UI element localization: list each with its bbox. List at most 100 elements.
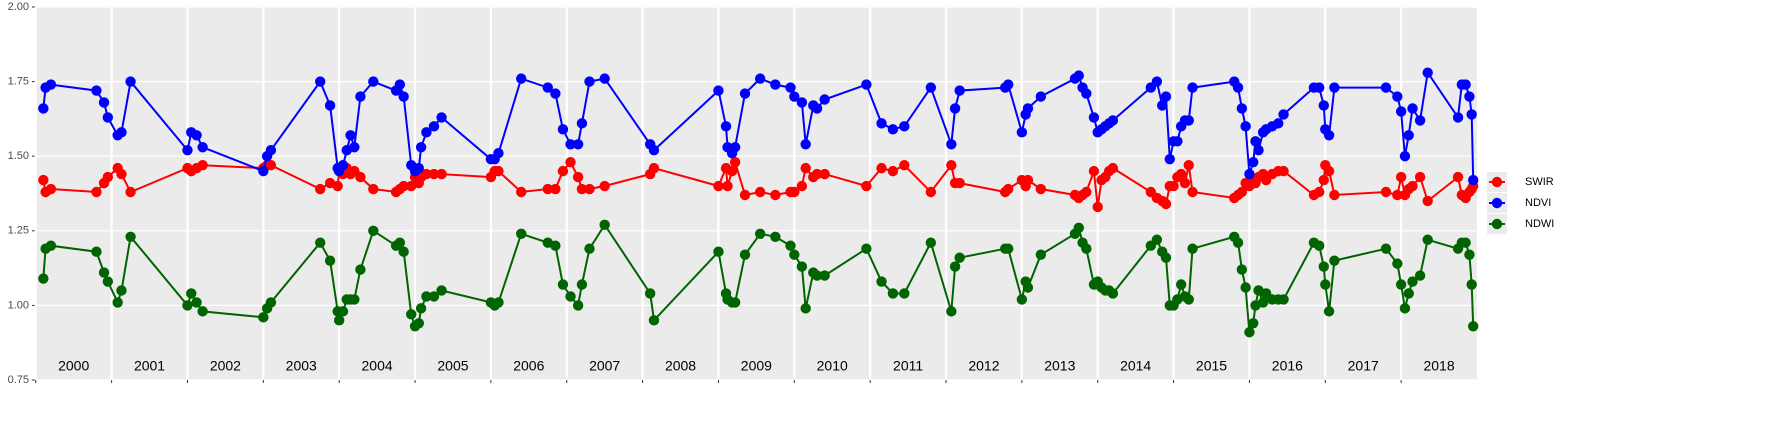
point: [789, 186, 800, 198]
point: [1466, 279, 1477, 290]
point: [946, 306, 957, 317]
point: [1003, 79, 1014, 90]
point: [1395, 279, 1407, 290]
point: [1081, 88, 1092, 99]
point: [722, 180, 733, 192]
point: [1407, 180, 1418, 192]
point: [1278, 294, 1289, 305]
point: [1403, 130, 1414, 141]
point: [1157, 100, 1168, 111]
point: [102, 112, 114, 123]
point: [398, 91, 409, 102]
year-label: 2009: [741, 358, 772, 374]
point: [368, 76, 379, 87]
point: [754, 186, 766, 198]
point: [1466, 109, 1477, 120]
point: [186, 288, 197, 299]
point: [800, 303, 811, 314]
year-label: 2008: [665, 358, 696, 374]
point: [493, 148, 504, 159]
point: [565, 139, 576, 150]
point: [112, 297, 123, 308]
point: [1151, 76, 1163, 87]
point: [584, 76, 595, 87]
point: [125, 186, 136, 198]
point: [1395, 171, 1407, 183]
point: [726, 165, 738, 177]
point: [800, 162, 811, 174]
point: [1460, 79, 1471, 90]
point: [355, 264, 366, 275]
point: [599, 219, 610, 231]
year-label: 2016: [1272, 358, 1303, 374]
point: [182, 145, 193, 156]
point: [754, 73, 766, 84]
y-tick-label: 1.25: [8, 225, 29, 237]
year-label: 2013: [1044, 358, 1075, 374]
point: [493, 297, 504, 308]
point: [1035, 249, 1047, 260]
point: [45, 240, 57, 251]
point: [1392, 189, 1403, 201]
point: [739, 189, 751, 201]
year-label: 2010: [817, 358, 848, 374]
y-tick-label: 1.50: [8, 150, 29, 162]
point: [925, 186, 937, 198]
point: [648, 315, 660, 326]
legend-key-point: [1491, 197, 1503, 209]
point: [1395, 106, 1407, 117]
y-tick-label: 0.75: [8, 374, 29, 386]
point: [258, 312, 269, 323]
point: [197, 159, 208, 171]
point: [368, 225, 379, 236]
point: [38, 273, 49, 284]
point: [729, 156, 741, 168]
year-label: 2014: [1120, 358, 1151, 374]
point: [91, 85, 102, 96]
point: [542, 82, 553, 93]
point: [887, 288, 899, 299]
point: [98, 267, 110, 278]
point: [1380, 186, 1392, 198]
year-label: 2003: [286, 358, 317, 374]
point: [899, 159, 910, 171]
point: [413, 318, 425, 329]
year-label: 2006: [513, 358, 544, 374]
year-label: 2017: [1348, 358, 1379, 374]
point: [899, 121, 910, 132]
point: [1452, 112, 1464, 123]
point: [1022, 282, 1034, 293]
point: [436, 168, 447, 180]
year-label: 2018: [1423, 358, 1454, 374]
point: [191, 130, 202, 141]
point: [1380, 243, 1392, 254]
point: [1248, 318, 1259, 329]
point: [599, 73, 610, 84]
point: [887, 165, 899, 177]
point: [1160, 198, 1172, 210]
point: [1323, 306, 1335, 317]
point: [1452, 171, 1464, 183]
point: [1081, 186, 1092, 198]
y-tick-label: 1.75: [8, 76, 29, 88]
point: [648, 162, 660, 174]
point: [599, 180, 610, 192]
point: [1468, 174, 1479, 186]
year-label: 2001: [134, 358, 165, 374]
point: [1081, 243, 1092, 254]
point: [861, 243, 872, 254]
point: [1088, 165, 1100, 177]
point: [1022, 103, 1034, 114]
point: [925, 237, 937, 248]
point: [1422, 234, 1433, 245]
point: [949, 261, 961, 272]
point: [1278, 109, 1289, 120]
point: [1248, 156, 1259, 168]
point: [1035, 183, 1047, 195]
point: [1187, 186, 1198, 198]
legend-label: SWIR: [1525, 176, 1554, 188]
point: [1107, 162, 1119, 174]
point: [394, 79, 406, 90]
point: [45, 183, 57, 195]
point: [398, 180, 409, 192]
